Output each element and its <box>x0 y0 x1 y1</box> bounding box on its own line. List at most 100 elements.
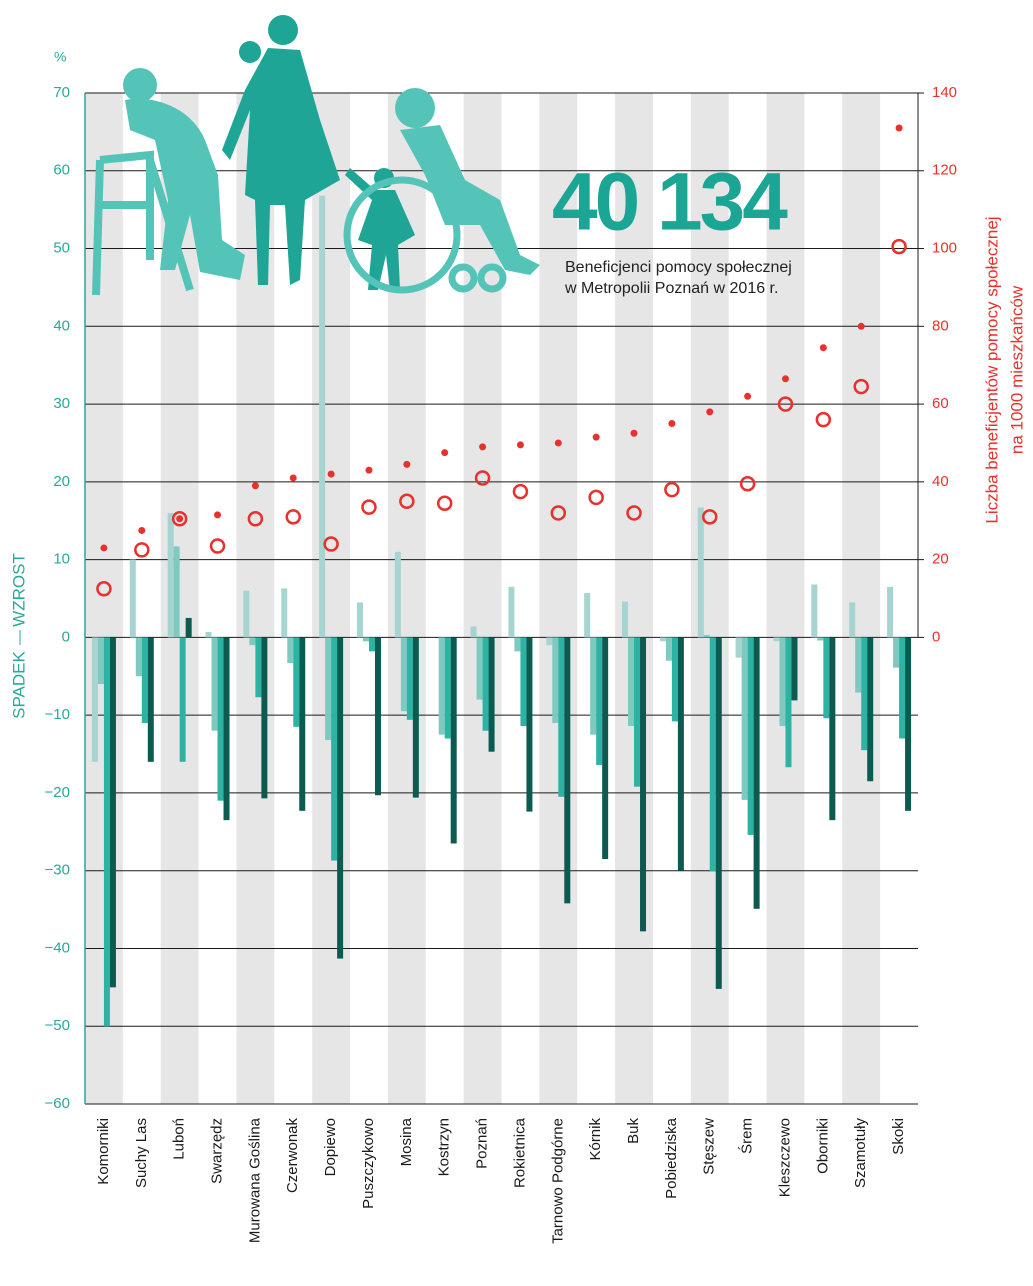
bar <box>584 593 590 637</box>
point <box>858 323 865 330</box>
x-tick-label: Poznań <box>474 1118 491 1169</box>
point <box>817 413 830 426</box>
x-tick-label: Tarnowo Podgórne <box>549 1118 566 1244</box>
bar <box>174 546 180 637</box>
bar <box>773 637 779 641</box>
bar <box>558 637 564 796</box>
bar <box>893 637 899 667</box>
bar <box>867 637 873 781</box>
bar <box>363 637 369 641</box>
bar <box>224 637 230 820</box>
bar <box>92 637 98 761</box>
headline: 40 134 <box>552 157 788 248</box>
bar <box>337 637 343 958</box>
y2-tick-label: 0 <box>932 628 940 645</box>
head <box>268 15 298 45</box>
bar <box>590 637 596 734</box>
y-tick-label: 40 <box>53 317 70 334</box>
point <box>479 443 486 450</box>
bar <box>546 637 552 645</box>
x-tick-label: Kleszczewo <box>776 1118 793 1197</box>
wheel <box>452 267 474 289</box>
point <box>896 124 903 131</box>
x-tick-label: Oborniki <box>814 1118 831 1174</box>
bar <box>293 637 299 726</box>
point <box>820 344 827 351</box>
x-tick-label: Pobiedziska <box>663 1117 680 1199</box>
y2-tick-label: 120 <box>932 162 957 179</box>
bar <box>243 591 249 638</box>
bar <box>634 637 640 786</box>
point <box>328 471 335 478</box>
bar <box>168 513 174 637</box>
x-tick-label: Kostrzyn <box>436 1118 453 1176</box>
bar <box>471 626 477 637</box>
bar <box>666 637 672 660</box>
point <box>211 540 224 553</box>
y-tick-label: −60 <box>45 1095 70 1112</box>
y-tick-label: 50 <box>53 240 70 257</box>
y2-tick-label: 20 <box>932 551 949 568</box>
x-tick-label: Szamotuły <box>852 1118 869 1189</box>
bar <box>369 637 375 651</box>
bar <box>640 637 646 931</box>
bar <box>899 637 905 738</box>
bar <box>287 637 293 663</box>
bar <box>596 637 602 765</box>
y-tick-label: 70 <box>53 84 70 101</box>
bar <box>98 637 104 684</box>
y-tick-label: −50 <box>45 1017 70 1034</box>
point <box>100 544 107 551</box>
point <box>665 483 678 496</box>
point <box>706 408 713 415</box>
y-label-increase: WZROST <box>9 553 28 627</box>
y-tick-label: −20 <box>45 784 70 801</box>
y-tick-label: 20 <box>53 473 70 490</box>
bar <box>325 637 331 740</box>
bar <box>817 637 823 640</box>
bar <box>742 637 748 800</box>
y-unit: % <box>54 49 66 65</box>
x-tick-label: Suchy Las <box>133 1118 150 1188</box>
point <box>252 482 259 489</box>
bar <box>401 637 407 711</box>
point <box>290 474 297 481</box>
y-label-decrease: SPADEK <box>9 650 28 718</box>
x-tick-label: Komorniki <box>95 1118 112 1185</box>
bar <box>602 637 608 859</box>
bar <box>785 637 791 767</box>
y2-tick-label: 140 <box>932 84 957 101</box>
bar <box>206 632 212 637</box>
bar <box>212 637 218 730</box>
y-tick-label: 60 <box>53 162 70 179</box>
bar <box>148 637 154 761</box>
bar <box>716 637 722 989</box>
y-tick-label: 10 <box>53 551 70 568</box>
y-tick-label: −30 <box>45 862 70 879</box>
bar <box>514 637 520 651</box>
bar <box>564 637 570 903</box>
bar <box>678 637 684 870</box>
bar <box>849 602 855 637</box>
point <box>590 491 603 504</box>
bar <box>710 637 716 871</box>
point <box>441 449 448 456</box>
x-tick-label: Buk <box>625 1118 642 1144</box>
y2-tick-label: 80 <box>932 317 949 334</box>
column-band <box>842 93 880 1104</box>
bar <box>520 637 526 726</box>
bar <box>110 637 116 987</box>
x-tick-label: Puszczykowo <box>360 1118 377 1209</box>
y2-tick-label: 40 <box>932 473 949 490</box>
point <box>555 439 562 446</box>
y2-tick-label: 100 <box>932 240 957 257</box>
point <box>138 527 145 534</box>
bar <box>299 637 305 810</box>
bar <box>357 602 363 637</box>
head <box>395 88 435 128</box>
bar <box>395 552 401 638</box>
bar <box>186 618 192 637</box>
x-tick-label: Skoki <box>890 1118 907 1155</box>
point <box>782 375 789 382</box>
point <box>631 430 638 437</box>
